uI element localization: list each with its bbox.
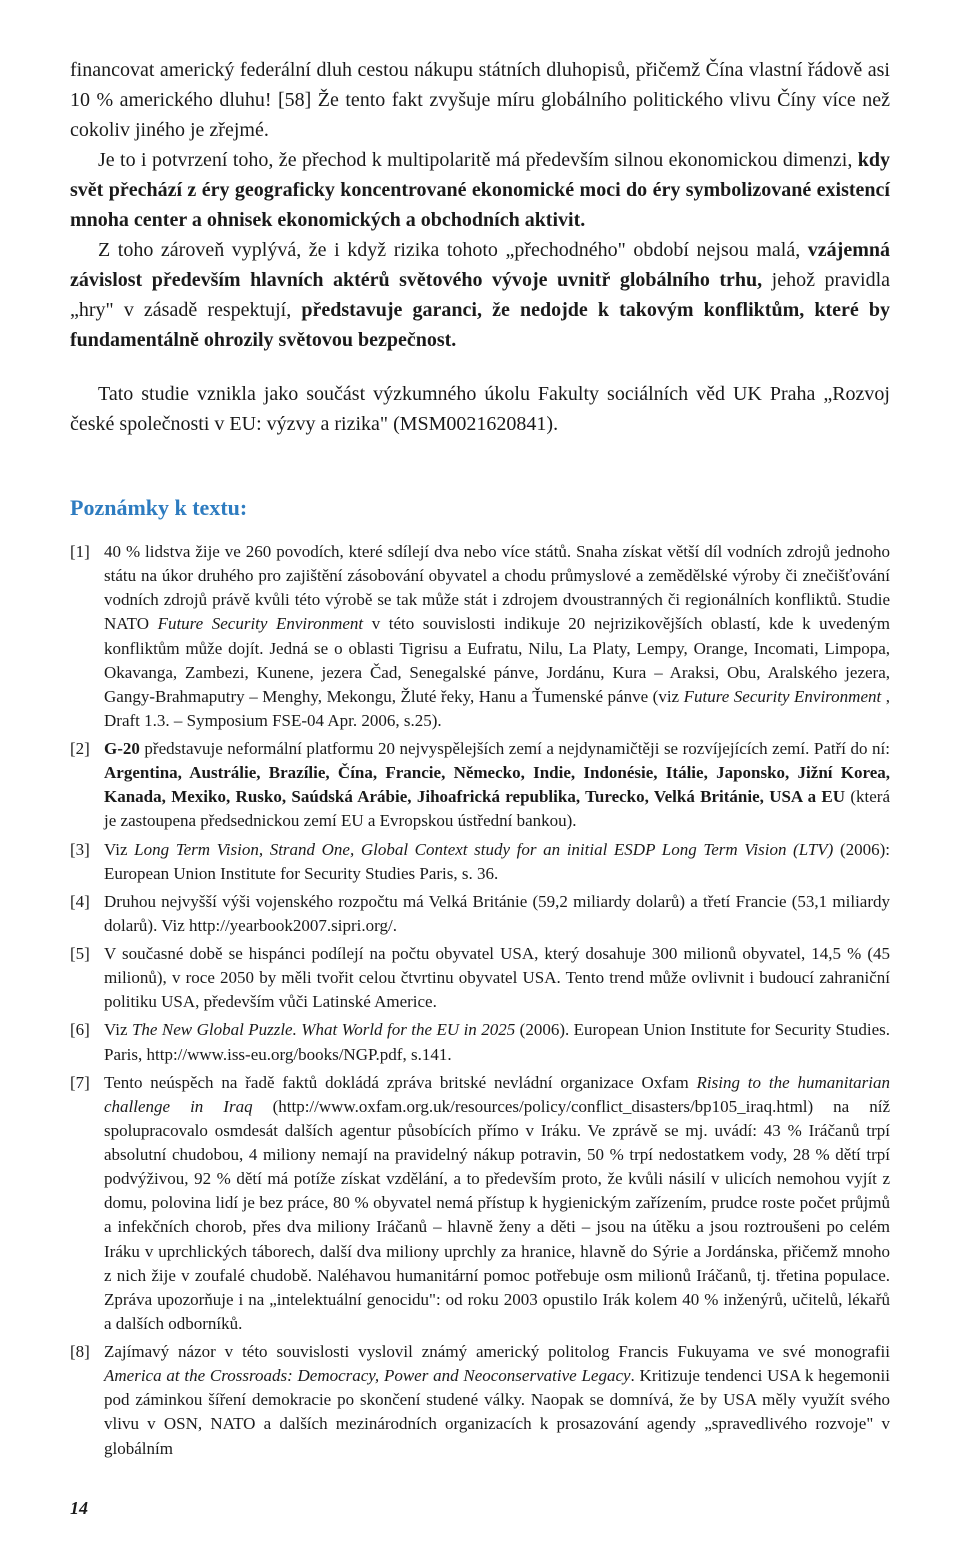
note-item: [2]G-20 představuje neformální platformu… xyxy=(70,737,890,834)
note-number: [6] xyxy=(70,1018,104,1066)
note-content: Viz Long Term Vision, Strand One, Global… xyxy=(104,838,890,886)
body-paragraph-3: Z toho zároveň vyplývá, že i když rizika… xyxy=(70,235,890,355)
text-run: Viz xyxy=(104,1020,132,1039)
note-item: [4]Druhou nejvyšší výši vojenského rozpo… xyxy=(70,890,890,938)
note-item: [6]Viz The New Global Puzzle. What World… xyxy=(70,1018,890,1066)
text-run: Druhou nejvyšší výši vojenského rozpočtu… xyxy=(104,892,890,935)
text-run: Je to i potvrzení toho, že přechod k mul… xyxy=(98,149,858,171)
note-content: Viz The New Global Puzzle. What World fo… xyxy=(104,1018,890,1066)
note-content: V současné době se hispánci podílejí na … xyxy=(104,942,890,1014)
text-run: Long Term Vision, Strand One, Global Con… xyxy=(134,840,833,859)
notes-list: [1]40 % lidstva žije ve 260 povodích, kt… xyxy=(70,540,890,1461)
note-item: [8]Zajímavý názor v této souvislosti vys… xyxy=(70,1340,890,1461)
text-run: (http://www.oxfam.org.uk/resources/polic… xyxy=(104,1097,890,1333)
note-item: [5]V současné době se hispánci podílejí … xyxy=(70,942,890,1014)
note-item: [1]40 % lidstva žije ve 260 povodích, kt… xyxy=(70,540,890,733)
text-run: Tento neúspěch na řadě faktů dokládá zpr… xyxy=(104,1073,697,1092)
acknowledgment-paragraph: Tato studie vznikla jako součást výzkumn… xyxy=(70,379,890,439)
text-run: V současné době se hispánci podílejí na … xyxy=(104,944,890,1011)
text-run: Z toho zároveň vyplývá, že i když rizika… xyxy=(98,239,808,261)
note-content: Druhou nejvyšší výši vojenského rozpočtu… xyxy=(104,890,890,938)
text-run: Viz xyxy=(104,840,134,859)
text-run: Tato studie vznikla jako součást výzkumn… xyxy=(70,383,890,435)
note-item: [7]Tento neúspěch na řadě faktů dokládá … xyxy=(70,1071,890,1336)
text-run: Zajímavý názor v této souvislosti vyslov… xyxy=(104,1342,890,1361)
note-content: G-20 představuje neformální platformu 20… xyxy=(104,737,890,834)
note-number: [5] xyxy=(70,942,104,1014)
note-number: [8] xyxy=(70,1340,104,1461)
note-content: 40 % lidstva žije ve 260 povodích, které… xyxy=(104,540,890,733)
note-number: [4] xyxy=(70,890,104,938)
text-run: financovat americký federální dluh cesto… xyxy=(70,59,890,141)
text-run: G-20 xyxy=(104,739,140,758)
text-run: představuje neformální platformu 20 nejv… xyxy=(140,739,890,758)
text-run: Argentina, Austrálie, Brazílie, Čína, Fr… xyxy=(104,763,890,806)
note-content: Tento neúspěch na řadě faktů dokládá zpr… xyxy=(104,1071,890,1336)
text-run: The New Global Puzzle. What World for th… xyxy=(132,1020,515,1039)
text-run: America at the Crossroads: Democracy, Po… xyxy=(104,1366,631,1385)
section-heading-notes: Poznámky k textu: xyxy=(70,491,890,524)
body-paragraph-2: Je to i potvrzení toho, že přechod k mul… xyxy=(70,145,890,235)
note-item: [3]Viz Long Term Vision, Strand One, Glo… xyxy=(70,838,890,886)
note-content: Zajímavý názor v této souvislosti vyslov… xyxy=(104,1340,890,1461)
page-number: 14 xyxy=(70,1495,890,1522)
text-run: Future Security Environment xyxy=(684,687,882,706)
note-number: [1] xyxy=(70,540,104,733)
note-number: [2] xyxy=(70,737,104,834)
note-number: [7] xyxy=(70,1071,104,1336)
body-paragraph-1: financovat americký federální dluh cesto… xyxy=(70,55,890,145)
note-number: [3] xyxy=(70,838,104,886)
text-run: Future Security Environment xyxy=(158,614,364,633)
